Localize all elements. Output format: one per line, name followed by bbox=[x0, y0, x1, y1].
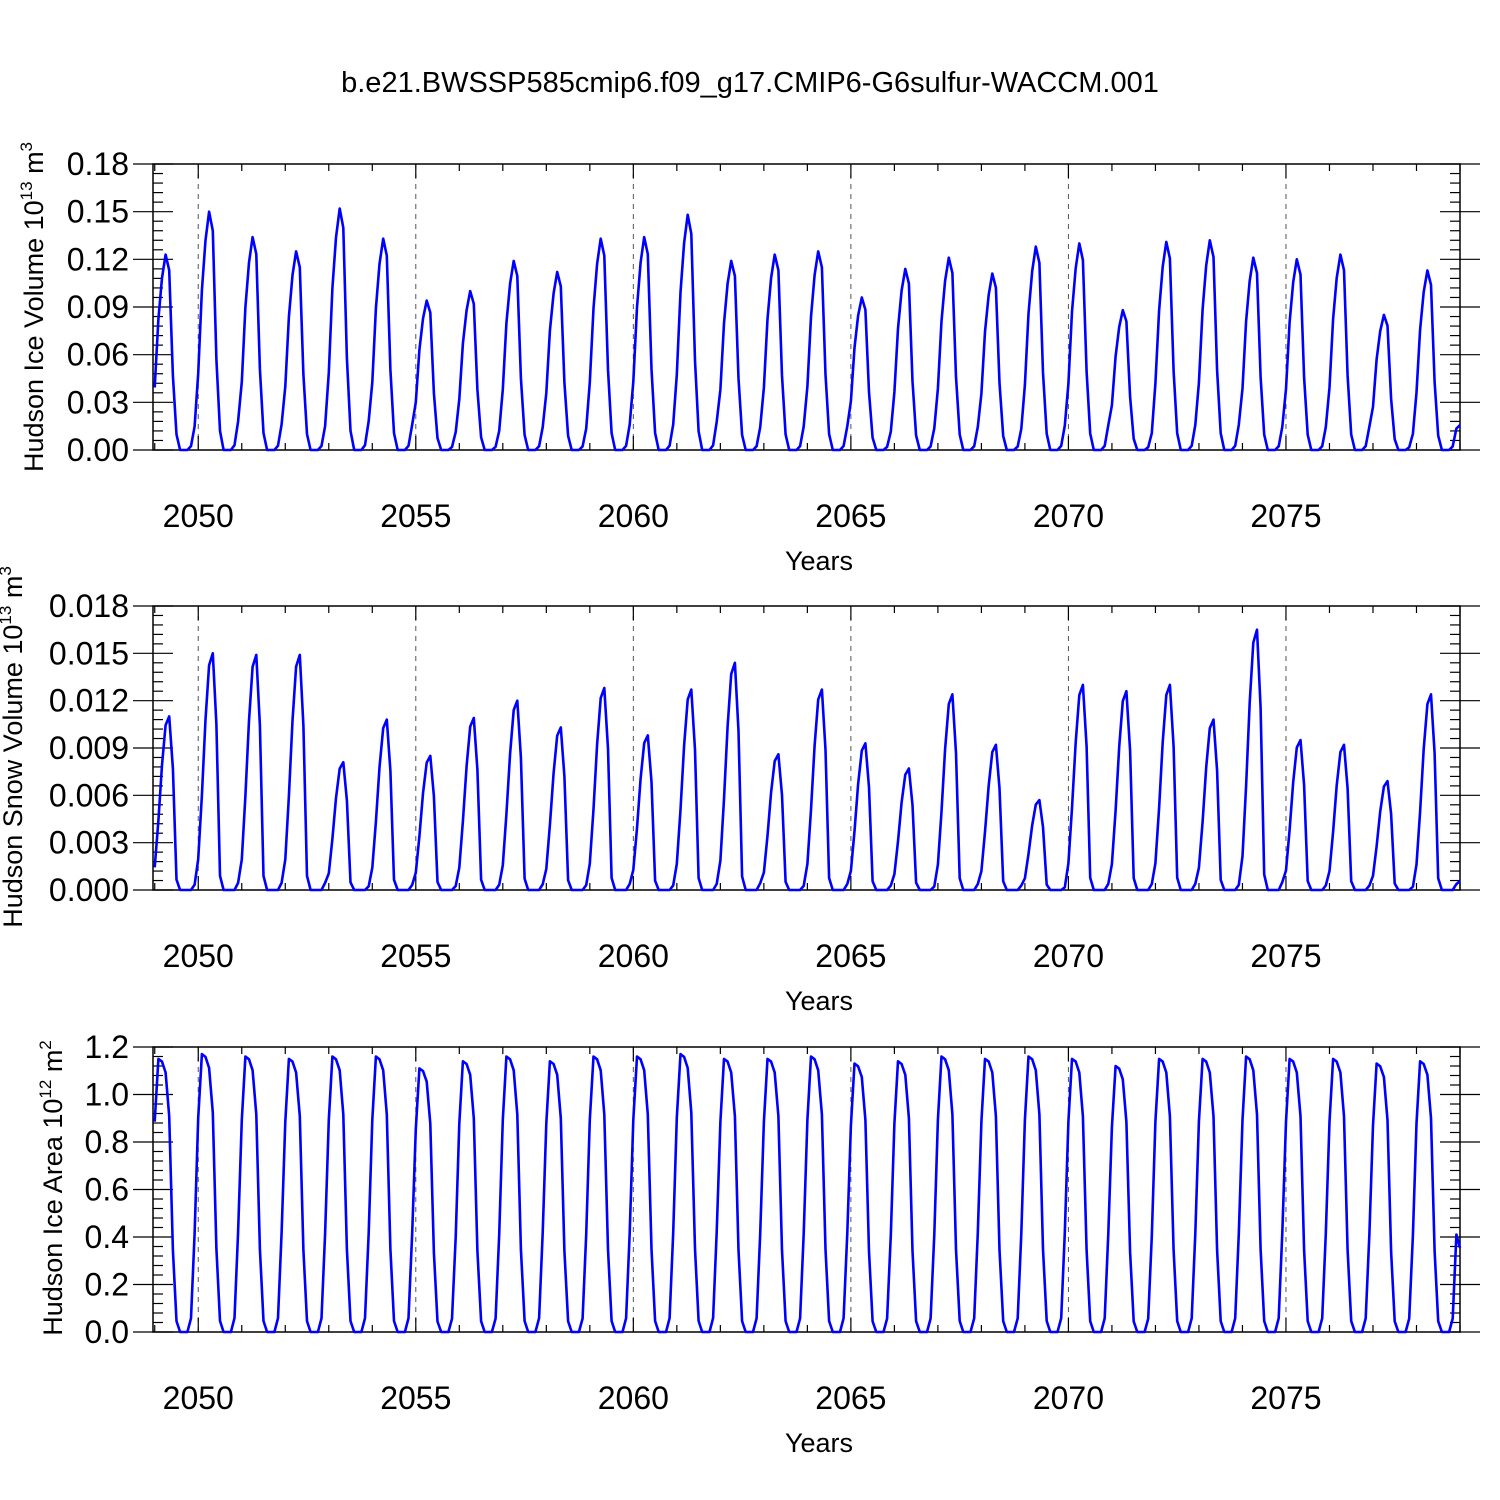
x-tick-label: 2065 bbox=[815, 498, 886, 534]
x-tick-label: 2055 bbox=[380, 938, 451, 974]
y-tick-label: 0.09 bbox=[67, 289, 129, 325]
panel-snow-volume: 2050 2055 2060 2065 2070 2075 0.000 0.003 0.006 0… bbox=[0, 566, 1480, 1016]
y-tick-label: 0.015 bbox=[49, 635, 129, 671]
x-tick-label: 2070 bbox=[1033, 938, 1104, 974]
panel-ice-area: 2050 2055 2060 2065 2070 2075 0.0 0.2 0.4 0.6 0.8 1… bbox=[36, 1029, 1480, 1458]
y-tick-label: 1.2 bbox=[85, 1029, 129, 1065]
x-axis-label-snow-volume: Years bbox=[785, 986, 853, 1016]
x-axis-label-ice-volume: Years bbox=[785, 546, 853, 576]
x-tick-label: 2060 bbox=[598, 938, 669, 974]
x-tick-label: 2070 bbox=[1033, 1380, 1104, 1416]
x-tick-label: 2075 bbox=[1250, 1380, 1321, 1416]
x-tick-label: 2055 bbox=[380, 498, 451, 534]
y-tick-label: 0.2 bbox=[85, 1267, 129, 1303]
y-tick-label: 0.4 bbox=[85, 1219, 129, 1255]
x-tick-label: 2060 bbox=[598, 1380, 669, 1416]
x-tick-label: 2050 bbox=[163, 938, 234, 974]
y-tick-label: 0.15 bbox=[67, 194, 129, 230]
y-tick-label: 0.00 bbox=[67, 432, 129, 468]
x-tick-label: 2075 bbox=[1250, 938, 1321, 974]
y-tick-label: 1.0 bbox=[85, 1077, 129, 1113]
y-tick-label: 0.06 bbox=[67, 337, 129, 373]
y-tick-label: 0.12 bbox=[67, 241, 129, 277]
x-tick-label: 2075 bbox=[1250, 498, 1321, 534]
x-tick-label: 2050 bbox=[163, 1380, 234, 1416]
y-tick-label: 0.000 bbox=[49, 872, 129, 908]
x-tick-label: 2060 bbox=[598, 498, 669, 534]
x-tick-label: 2050 bbox=[163, 498, 234, 534]
y-tick-label: 0.006 bbox=[49, 777, 129, 813]
y-tick-label: 0.6 bbox=[85, 1172, 129, 1208]
x-axis-label-ice-area: Years bbox=[785, 1428, 853, 1458]
x-tick-label: 2055 bbox=[380, 1380, 451, 1416]
y-tick-label: 0.018 bbox=[49, 588, 129, 624]
y-axis-label-ice-area: Hudson Ice Area 1012 m2 bbox=[36, 1040, 68, 1336]
y-tick-label: 0.0 bbox=[85, 1314, 129, 1350]
series-line bbox=[153, 628, 1461, 892]
y-tick-label: 0.009 bbox=[49, 730, 129, 766]
x-tick-label: 2070 bbox=[1033, 498, 1104, 534]
y-tick-label: 0.8 bbox=[85, 1124, 129, 1160]
y-tick-label: 0.012 bbox=[49, 683, 129, 719]
x-tick-label: 2065 bbox=[815, 1380, 886, 1416]
panel-ice-volume: 2050 2055 2060 2065 2070 2075 0.00 0.03 0.06 0.09… bbox=[17, 142, 1480, 576]
y-tick-label: 0.03 bbox=[67, 384, 129, 420]
y-axis-label-ice-volume: Hudson Ice Volume 1013 m3 bbox=[17, 142, 49, 472]
y-tick-label: 0.003 bbox=[49, 825, 129, 861]
figure-title: b.e21.BWSSP585cmip6.f09_g17.CMIP6-G6sulf… bbox=[341, 67, 1159, 99]
series-line bbox=[153, 207, 1461, 452]
y-tick-label: 0.18 bbox=[67, 146, 129, 182]
series-line bbox=[153, 1052, 1462, 1334]
x-tick-label: 2065 bbox=[815, 938, 886, 974]
y-axis-label-snow-volume: Hudson Snow Volume 1013 m3 bbox=[0, 566, 28, 928]
